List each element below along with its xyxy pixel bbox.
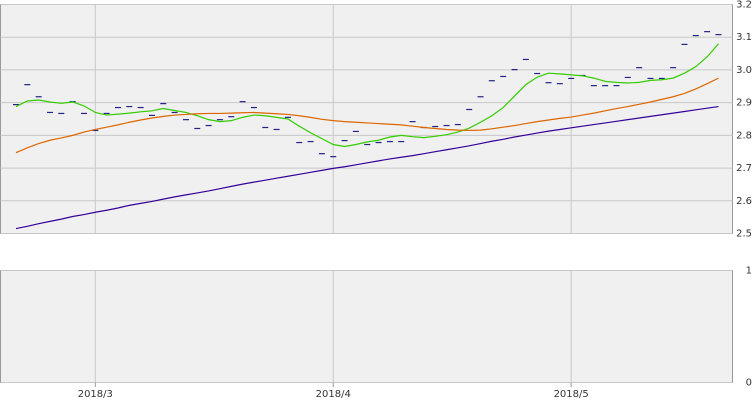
plot-area-bottom <box>0 270 733 383</box>
y-tick-label: 2.9 <box>736 98 752 109</box>
y-tick-label: 3.0 <box>736 65 752 76</box>
y-tick-label: 0 <box>746 378 752 389</box>
moving-average-line <box>15 105 719 230</box>
y-tick-label: 2.6 <box>736 196 752 207</box>
y-tick-label: 2.8 <box>736 130 752 141</box>
moving-average-line <box>15 77 719 154</box>
y-tick-label: 1 <box>746 266 752 277</box>
y-tick-label: 2.5 <box>736 229 752 240</box>
y-tick-label: 3.2 <box>736 0 752 11</box>
x-tick-label: 2018/5 <box>554 389 589 400</box>
moving-average-line <box>15 43 719 148</box>
y-tick-label: 2.7 <box>736 163 752 174</box>
x-tick-label: 2018/3 <box>78 389 113 400</box>
y-tick-label: 3.1 <box>736 32 752 43</box>
plot-area-top <box>0 4 733 234</box>
x-tick-label: 2018/4 <box>316 389 351 400</box>
